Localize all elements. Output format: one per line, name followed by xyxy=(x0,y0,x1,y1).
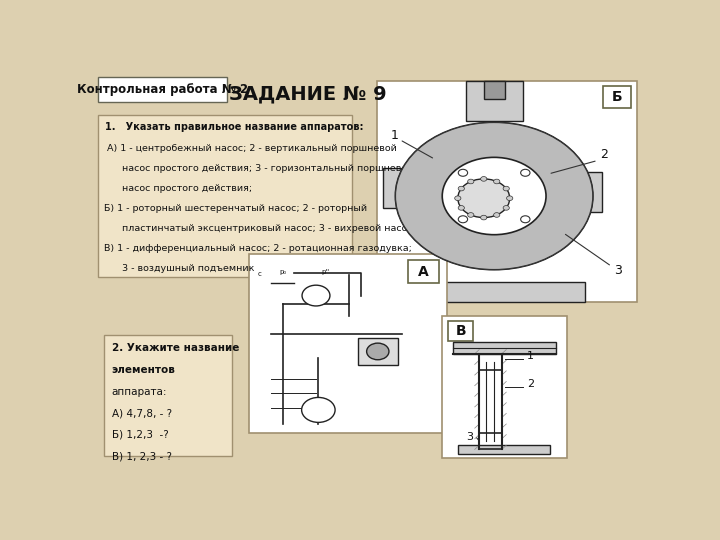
Circle shape xyxy=(494,179,500,184)
Circle shape xyxy=(455,196,461,200)
Text: В) 1 - дифференциальный насос; 2 - ротационная газодувка;: В) 1 - дифференциальный насос; 2 - ротац… xyxy=(104,244,412,253)
Text: аппарата:: аппарата: xyxy=(112,387,167,396)
FancyBboxPatch shape xyxy=(377,82,637,302)
Circle shape xyxy=(366,343,389,360)
Text: насос простого действия;: насос простого действия; xyxy=(104,184,252,193)
Text: А: А xyxy=(418,265,429,279)
Text: А) 4,7,8, - ?: А) 4,7,8, - ? xyxy=(112,408,172,418)
Text: 3: 3 xyxy=(615,264,622,277)
Text: ЗАДАНИЕ № 9: ЗАДАНИЕ № 9 xyxy=(229,84,387,103)
Circle shape xyxy=(468,179,474,184)
Circle shape xyxy=(494,213,500,217)
FancyBboxPatch shape xyxy=(603,85,631,109)
FancyBboxPatch shape xyxy=(441,316,567,458)
FancyBboxPatch shape xyxy=(99,77,227,102)
Text: Б) 1 - роторный шестеренчатый насос; 2 - роторный: Б) 1 - роторный шестеренчатый насос; 2 -… xyxy=(104,204,367,213)
Text: 2. Укажите название: 2. Укажите название xyxy=(112,343,239,353)
Circle shape xyxy=(481,177,487,181)
Text: Б) 1,2,3  -?: Б) 1,2,3 -? xyxy=(112,430,168,440)
Text: А) 1 - центробежный насос; 2 - вертикальный поршневой: А) 1 - центробежный насос; 2 - вертикаль… xyxy=(104,144,397,153)
FancyBboxPatch shape xyxy=(358,338,397,365)
Text: Б: Б xyxy=(612,90,623,104)
Circle shape xyxy=(302,397,335,422)
Text: В) 1, 2,3 - ?: В) 1, 2,3 - ? xyxy=(112,451,172,462)
Text: пластинчатый эксцентриковый насос; 3 - вихревой насос;: пластинчатый эксцентриковый насос; 3 - в… xyxy=(104,224,416,233)
FancyBboxPatch shape xyxy=(580,172,601,212)
Text: 3 - воздушный подъемник: 3 - воздушный подъемник xyxy=(104,264,254,273)
Circle shape xyxy=(507,196,513,200)
FancyBboxPatch shape xyxy=(382,168,401,208)
Circle shape xyxy=(458,206,464,210)
Circle shape xyxy=(521,216,530,222)
Text: В: В xyxy=(456,324,466,338)
Circle shape xyxy=(442,157,546,235)
Text: 1: 1 xyxy=(391,129,399,142)
FancyBboxPatch shape xyxy=(90,65,648,481)
Circle shape xyxy=(468,213,474,217)
FancyBboxPatch shape xyxy=(104,335,233,456)
Text: 3: 3 xyxy=(467,431,474,442)
FancyBboxPatch shape xyxy=(453,342,556,354)
Text: элементов: элементов xyxy=(112,365,176,375)
FancyBboxPatch shape xyxy=(466,82,523,121)
Circle shape xyxy=(503,186,509,191)
FancyBboxPatch shape xyxy=(99,114,352,277)
Circle shape xyxy=(458,216,467,222)
Text: 2: 2 xyxy=(527,379,534,389)
Circle shape xyxy=(521,170,530,176)
FancyBboxPatch shape xyxy=(249,254,447,433)
Circle shape xyxy=(458,170,467,176)
Text: c: c xyxy=(258,271,261,276)
Circle shape xyxy=(458,186,464,191)
Text: насос простого действия; 3 - горизонтальный поршневой: насос простого действия; 3 - горизонталь… xyxy=(104,164,413,173)
Text: p'': p'' xyxy=(322,268,330,274)
Circle shape xyxy=(481,215,487,220)
Circle shape xyxy=(458,179,510,218)
Text: 2: 2 xyxy=(600,148,608,161)
FancyBboxPatch shape xyxy=(484,82,505,99)
Text: Контрольная работа № 2: Контрольная работа № 2 xyxy=(77,83,248,96)
FancyBboxPatch shape xyxy=(390,282,585,302)
Circle shape xyxy=(503,206,509,210)
Text: 1: 1 xyxy=(527,351,534,361)
Text: 1.   Указать правильное название аппаратов:: 1. Указать правильное название аппаратов… xyxy=(105,122,364,132)
FancyBboxPatch shape xyxy=(408,260,438,283)
FancyBboxPatch shape xyxy=(449,321,473,341)
FancyBboxPatch shape xyxy=(459,446,550,454)
Circle shape xyxy=(302,285,330,306)
Text: p₀: p₀ xyxy=(279,268,287,274)
